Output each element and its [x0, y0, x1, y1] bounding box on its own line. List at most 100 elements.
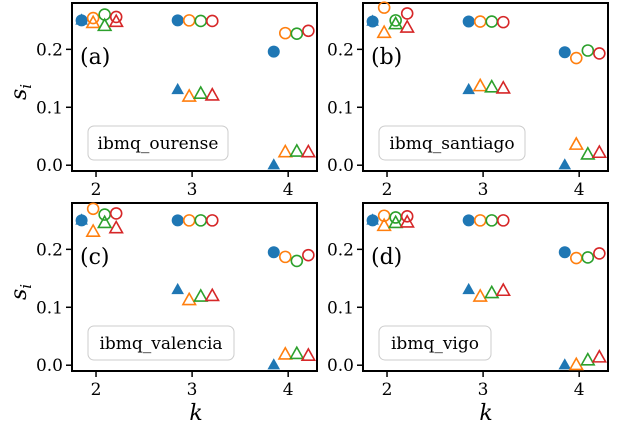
device-label-box	[378, 125, 526, 161]
data-point-open-triangle	[376, 217, 392, 232]
data-point-open-circle	[485, 214, 499, 227]
data-point-open-circle	[98, 208, 111, 221]
device-label: ibmq_santiago	[389, 134, 514, 154]
y-tick-label: 0.0	[327, 356, 354, 376]
data-point-filled-triangle	[171, 82, 184, 95]
data-point-filled-triangle	[558, 358, 572, 370]
ticks: 0.0 0.1 0.2 2 3 4	[327, 40, 585, 200]
data-point-open-triangle	[472, 288, 488, 302]
data-point-open-circle	[496, 214, 510, 227]
data-point-open-triangle	[193, 288, 209, 302]
data-point-open-circle	[593, 247, 606, 260]
data-point-open-circle	[86, 11, 100, 25]
x-tick-label: 3	[478, 180, 489, 200]
marks	[366, 1, 608, 170]
data-point-open-triangle	[96, 17, 113, 32]
panel-frame	[362, 2, 609, 172]
data-point-filled-circle	[462, 15, 475, 28]
data-point-open-circle	[377, 1, 391, 14]
device-label: ibmq_vigo	[391, 334, 479, 354]
x-tick-label: 3	[478, 380, 489, 400]
data-point-filled-triangle	[75, 13, 88, 25]
data-point-filled-triangle	[75, 213, 88, 225]
data-point-open-circle	[389, 14, 402, 27]
y-tick-label: 0.2	[36, 40, 63, 60]
data-point-open-triangle	[484, 78, 500, 93]
ticks: 0.0 0.1 0.2 2 3 4	[327, 240, 585, 400]
data-point-open-circle	[400, 7, 414, 20]
data-point-open-circle	[86, 202, 100, 216]
marks	[366, 209, 608, 371]
data-point-open-circle	[302, 24, 315, 38]
data-point-open-circle	[194, 214, 208, 227]
panel-label: (b)	[371, 45, 402, 70]
data-point-open-circle	[593, 47, 606, 60]
data-point-open-triangle	[495, 282, 511, 297]
data-point-open-triangle	[289, 345, 305, 360]
panel-label: (a)	[80, 45, 110, 70]
data-point-filled-circle	[267, 45, 280, 58]
y-tick-label: 0.1	[327, 98, 354, 118]
data-point-filled-circle	[171, 214, 184, 227]
data-point-open-circle	[581, 251, 595, 264]
panel-a: (a) ibmq_ourense 0.0 0.1 0.2 2 3 4	[36, 2, 318, 200]
data-point-open-triangle	[108, 219, 124, 234]
marks	[75, 202, 317, 370]
data-point-open-triangle	[204, 287, 220, 302]
data-point-open-triangle	[181, 291, 197, 306]
x-tick-label: 4	[283, 380, 294, 400]
data-point-open-triangle	[193, 85, 209, 99]
data-point-open-circle	[569, 51, 583, 65]
y-tick-label: 0.0	[36, 156, 63, 176]
data-point-filled-triangle	[366, 14, 379, 26]
device-label-box	[87, 125, 229, 161]
data-point-open-triangle	[204, 87, 220, 101]
data-point-filled-triangle	[558, 158, 572, 170]
data-point-open-triangle	[399, 19, 415, 33]
data-point-open-triangle	[495, 80, 511, 94]
panel-label: (c)	[80, 245, 110, 270]
data-point-filled-triangle	[366, 213, 379, 225]
y-tick-label: 0.0	[327, 156, 354, 176]
panel-c: (c) ibmq_valencia 0.0 0.1 0.2 2 3 4	[36, 202, 318, 400]
data-point-open-triangle	[591, 144, 608, 159]
y-tick-label: 0.1	[327, 298, 354, 318]
data-point-filled-triangle	[462, 282, 475, 295]
data-point-open-circle	[278, 26, 292, 40]
data-point-open-circle	[109, 10, 123, 24]
data-point-filled-circle	[462, 214, 475, 227]
y-tick-label: 0.0	[36, 356, 63, 376]
data-point-filled-triangle	[267, 358, 281, 370]
y-tick-label: 0.1	[36, 98, 63, 118]
y-axis-label-subscript: i	[17, 84, 35, 89]
data-point-open-triangle	[181, 88, 197, 102]
data-point-open-triangle	[300, 347, 317, 361]
data-point-open-triangle	[289, 143, 305, 157]
panel-b: (b) ibmq_santiago 0.0 0.1 0.2 2 3 4	[327, 1, 609, 200]
data-point-open-triangle	[387, 214, 404, 229]
data-point-open-triangle	[277, 346, 293, 360]
data-point-open-triangle	[85, 14, 101, 29]
data-point-open-circle	[205, 214, 219, 227]
data-point-open-triangle	[568, 136, 584, 150]
y-tick-label: 0.2	[36, 240, 63, 260]
x-tick-label: 4	[283, 180, 294, 200]
data-point-filled-circle	[558, 246, 571, 259]
panel-label: (d)	[371, 245, 402, 270]
x-tick-label: 4	[574, 380, 585, 400]
x-tick-label: 2	[382, 180, 393, 200]
data-point-open-triangle	[108, 13, 124, 28]
data-point-open-circle	[290, 27, 304, 41]
panel-frame	[71, 202, 318, 372]
data-point-open-circle	[473, 214, 487, 227]
y-axis-label-subscript: i	[17, 284, 35, 289]
device-label: ibmq_ourense	[98, 134, 219, 154]
x-tick-label: 2	[382, 380, 393, 400]
data-point-open-triangle	[85, 223, 101, 237]
ticks: 0.0 0.1 0.2 2 3 4	[36, 40, 294, 200]
marks	[75, 8, 317, 170]
data-point-open-triangle	[591, 349, 608, 363]
data-point-open-circle	[581, 44, 595, 57]
data-point-open-triangle	[568, 356, 584, 371]
x-axis-label-right: k	[479, 401, 492, 426]
